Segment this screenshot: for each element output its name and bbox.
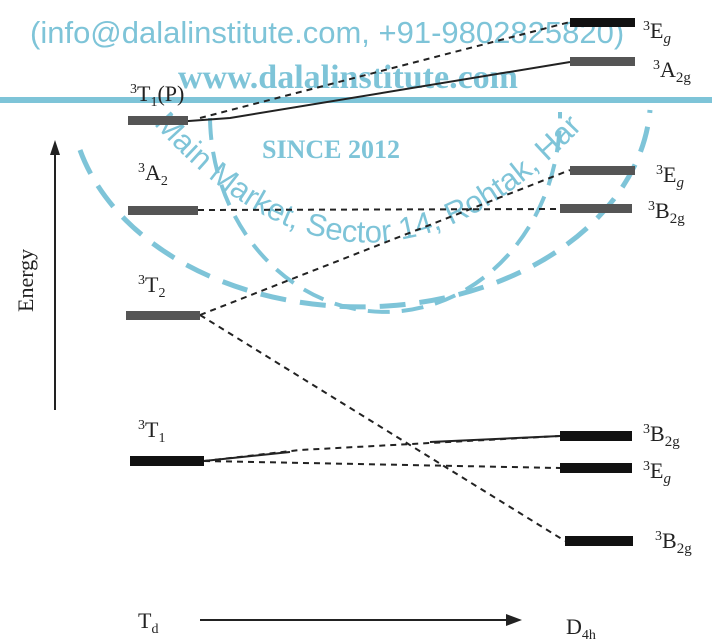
watermark-website: www.dalalinstitute.com (178, 59, 518, 96)
transition-arrowhead (506, 614, 522, 626)
link-3T1-3Eg (203, 460, 561, 469)
level-3Eg-top-label: 3Eg (643, 18, 671, 47)
watermark-inner-arc (208, 111, 563, 314)
symmetry-transition: Td D4h (138, 608, 596, 642)
energy-axis: Energy (13, 140, 60, 410)
watermark-contact: (info@dalalinstitute.com, +91-9802825820… (30, 15, 624, 50)
link-3T1P-3A2g (174, 61, 571, 123)
energy-axis-arrowhead (50, 140, 60, 155)
energy-axis-label: Energy (13, 249, 38, 312)
label-Td: Td (138, 608, 158, 637)
level-3A2-label: 3A2 (138, 160, 168, 189)
level-3B2g-bottom-bar (565, 536, 633, 546)
level-3T1-label: 3T1 (138, 417, 165, 446)
link-3T2-3Eg (199, 169, 571, 316)
watermark-frame (0, 97, 712, 103)
level-3Eg-low-label: 3Eg (643, 458, 671, 487)
correlation-lines (174, 21, 571, 542)
level-3B2g-mid-bar (560, 204, 632, 213)
watermark: (info@dalalinstitute.com, +91-9802825820… (0, 0, 712, 314)
level-3B2g-low-bar (560, 431, 632, 441)
right-levels: 3Eg 3A2g 3Eg 3B2g 3B2g 3Eg 3B2g (560, 18, 692, 557)
link-3T1P-3Eg (199, 21, 571, 119)
level-3A2g-label: 3A2g (653, 57, 691, 86)
label-D4h: D4h (566, 614, 596, 642)
level-3Eg-low-bar (560, 463, 632, 473)
link-3A2-3B2g (197, 208, 561, 211)
level-3B2g-bottom-label: 3B2g (655, 528, 692, 557)
level-3T2-label: 3T2 (138, 272, 165, 301)
level-3Eg-mid-bar (570, 166, 635, 175)
level-3B2g-low-label: 3B2g (643, 421, 680, 450)
level-3A2g-bar (570, 57, 635, 66)
watermark-since: SINCE 2012 (262, 135, 400, 164)
level-3T2-bar (126, 311, 200, 320)
link-3T2-3B2g-bottom (199, 314, 566, 542)
level-3T1P-bar (128, 116, 188, 125)
link-3T1-3B2g-solid (203, 451, 291, 462)
level-3Eg-top-bar (570, 18, 635, 27)
level-3B2g-mid-label: 3B2g (648, 198, 685, 227)
level-3Eg-mid-label: 3Eg (656, 162, 684, 191)
level-3T1P-label: 3T1(P) (130, 81, 184, 110)
link-3T1-3B2g-solid-end (429, 435, 561, 443)
link-3T1-3B2g-dash (203, 435, 561, 462)
level-3T1-bar (130, 456, 204, 466)
level-3A2-bar (128, 206, 198, 215)
left-levels: 3T1(P) 3A2 3T2 3T1 (126, 81, 204, 466)
watermark-outer-arc (77, 109, 653, 310)
